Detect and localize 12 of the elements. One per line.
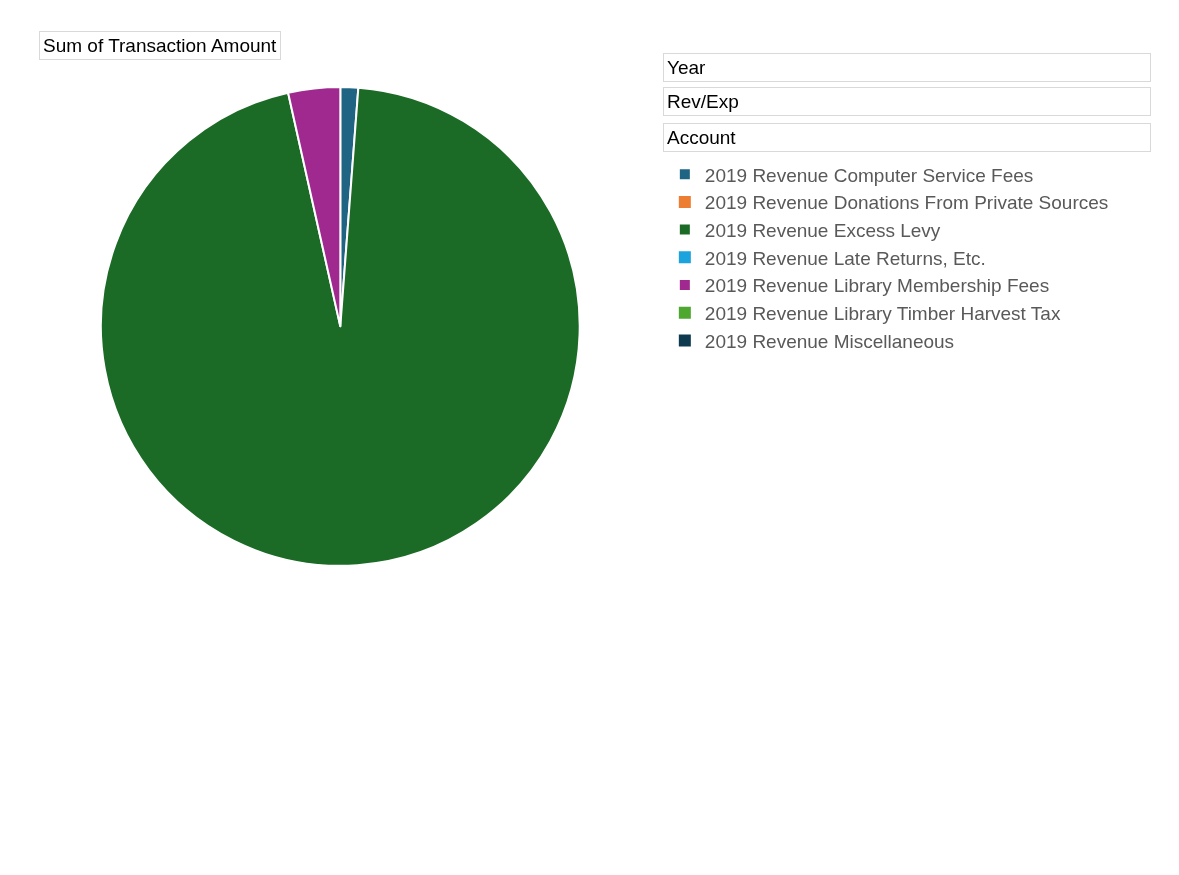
legend-label: 2019 Revenue Library Membership Fees — [704, 275, 1050, 297]
legend-label: 2019 Revenue Late Returns, Etc. — [704, 247, 986, 269]
legend-label: 2019 Revenue Library Timber Harvest Tax — [704, 303, 1061, 325]
pie-slice — [100, 86, 581, 567]
legend-label: 2019 Revenue Computer Service Fees — [704, 164, 1034, 186]
legend-label: 2019 Revenue Donations From Private Sources — [704, 192, 1109, 214]
text: Sum of Transaction Amount — [43, 35, 278, 56]
legend-label: 2019 Revenue Miscellaneous — [704, 330, 955, 352]
legend-label: 2019 Revenue Excess Levy — [704, 220, 941, 242]
text: Account — [667, 127, 737, 148]
text: Year — [667, 57, 707, 78]
text: Rev/Exp — [667, 91, 739, 112]
